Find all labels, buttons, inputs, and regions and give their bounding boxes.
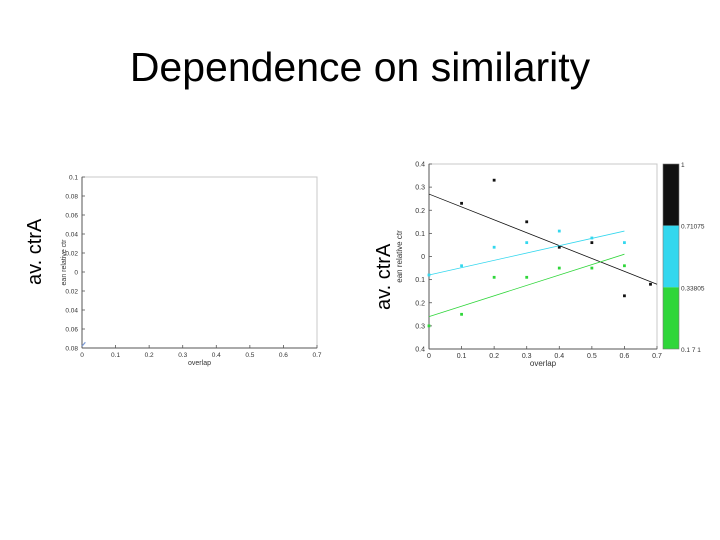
data-point [460,201,463,205]
y-tick-label: 0.2 [415,208,425,215]
x-axis-label: overlap [188,360,211,367]
data-point [525,220,529,224]
fit-line-2 [428,253,625,318]
x-tick-label: 0.7 [652,353,662,360]
data-point [460,264,463,268]
x-tick-label: 0.6 [620,353,630,360]
x-axis-label: overlap [530,359,557,368]
y-tick-label: 0.06 [65,327,78,334]
x-tick-label: 0.4 [554,353,564,360]
y-axis-label: ean relative ctr [395,230,404,283]
plot-frame-1 [428,163,658,350]
y-tick-label: 0.1 [69,175,78,182]
data-point [557,266,561,270]
slide-title: Dependence on similarity [129,44,591,90]
data-point [623,294,626,298]
data-point [590,266,594,270]
data-point [557,245,561,249]
data-point [623,241,626,245]
y-tick-label: 0.3 [415,323,425,330]
colorbar-label: 0.71075 [681,224,705,231]
y-tick-label: 0.06 [65,213,78,220]
x-tick-label: 0.1 [111,352,120,359]
y-tick-label: 0.4 [415,347,425,354]
x-tick-label: 0.3 [178,352,187,359]
x-tick-label: 0.3 [522,353,532,360]
y-tick-label: 0.04 [65,232,78,239]
x-tick-label: 0.5 [587,353,597,360]
data-point [427,324,431,328]
data-point [590,241,594,245]
data-point [649,282,652,286]
colorbar-frame [662,163,680,350]
y-tick-label: 0.1 [415,231,425,238]
data-point [623,264,626,268]
colorbar-label: 0.1 7 1 [681,347,701,354]
data-point [557,229,561,233]
x-tick-label: 0.7 [312,352,321,359]
y-tick-label: 0.02 [65,289,78,296]
colorbar-label: 1 [681,162,685,169]
data-point [590,236,594,240]
data-point [427,273,431,277]
y-tick-label: 0.4 [415,162,425,169]
y-tick-label: 0.02 [65,251,78,258]
y-tick-label: 0 [74,270,78,277]
fit-line-0 [428,193,658,285]
x-tick-label: 0.4 [212,352,221,359]
x-tick-label: 0.2 [489,353,499,360]
y-tick-label: 0.2 [415,300,425,307]
data-point [525,241,529,245]
y-tick-label: 0.1 [415,277,425,284]
y-tick-label: 0.04 [65,308,78,315]
x-tick-label: 0.2 [145,352,154,359]
y-axis-label: ean relative ctr [61,239,68,286]
data-point [492,245,496,249]
y-tick-label: 0.3 [415,185,425,192]
fit-line-1 [428,230,625,276]
y-tick-label: 0.08 [65,194,78,201]
x-tick-label: 0 [80,352,84,359]
y-tick-label: 0 [421,254,425,261]
x-tick-label: 0 [427,353,431,360]
data-point [460,312,463,316]
y-tick-label: 0.08 [65,346,78,353]
colorbar-label: 0.33805 [681,285,705,292]
data-point [525,275,529,279]
x-tick-label: 0.5 [245,352,254,359]
data-point [492,178,496,182]
colorbar-segment [663,287,679,349]
colorbar-segment [663,164,679,226]
data-point [492,275,496,279]
series-line-0 [81,341,86,347]
colorbar-segment [663,225,679,288]
x-tick-label: 0.1 [457,353,467,360]
plot-frame-0 [81,176,318,349]
x-tick-label: 0.6 [279,352,288,359]
